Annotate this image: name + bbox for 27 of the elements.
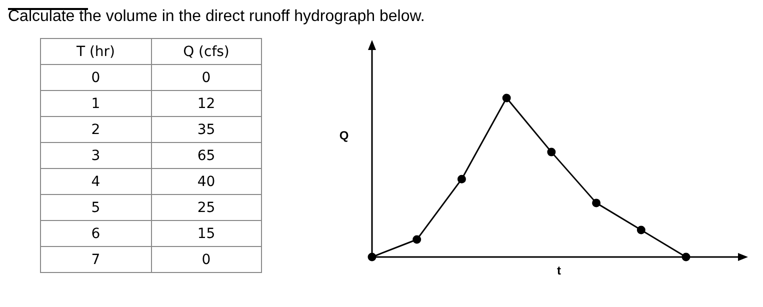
text: 65 [151,142,262,168]
text: 15 [151,220,262,246]
point [502,94,511,102]
point [636,226,646,234]
text: 0 [151,246,262,272]
text: 12 [151,90,262,116]
text: 6 [40,220,151,246]
text: 5 [40,194,151,220]
text: 0 [151,64,262,90]
point [412,235,422,244]
text: 2 [40,116,151,142]
text: 3 [40,142,151,168]
point [457,174,466,184]
text: T (hr) [40,38,151,64]
text: 1 [40,90,151,116]
text: 40 [151,168,262,194]
text: 35 [151,116,262,142]
text: 25 [151,194,262,220]
text: 0 [40,64,151,90]
text: 7 [40,246,151,272]
text: Calculate the volume in the direct runoff hydrograph below. [8,8,426,26]
point [592,198,601,208]
text: 4 [40,168,151,194]
text: Q (cfs) [151,38,262,64]
y-axis-title: Q [339,128,349,142]
x-axis-title: t [557,263,561,278]
point [547,148,556,156]
